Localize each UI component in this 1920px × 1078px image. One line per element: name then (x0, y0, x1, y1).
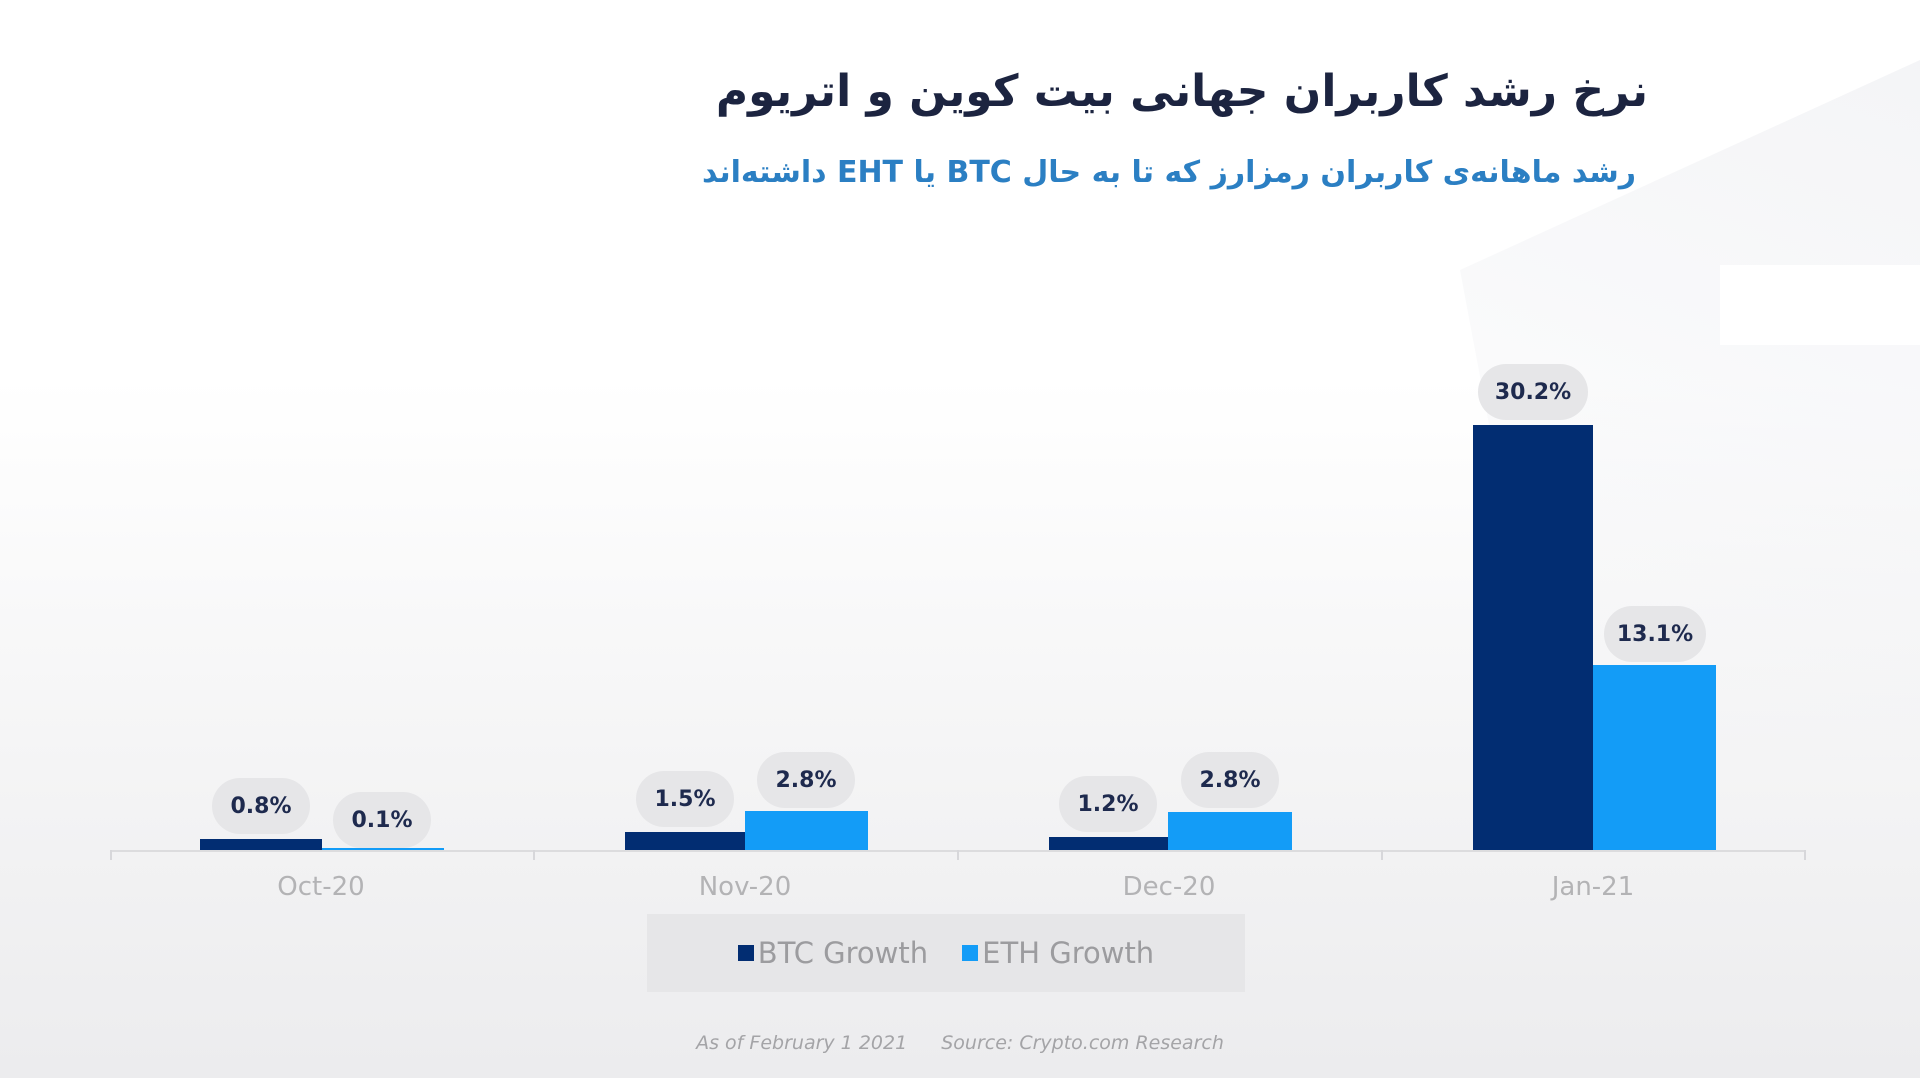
x-axis-tick (110, 850, 112, 860)
btc-swatch-icon (737, 945, 754, 961)
as-of-date: As of February 1 2021 (696, 1032, 908, 1054)
data-label-btc-nov: 1.5% (636, 771, 734, 827)
chart-legend: BTC Growth ETH Growth (647, 914, 1245, 992)
bar-eth-jan (1593, 665, 1716, 850)
data-label-eth-nov: 2.8% (757, 752, 855, 808)
legend-item-eth: ETH Growth (962, 936, 1154, 970)
chart-title: نرخ رشد کاربران جهانی بیت کوین و اتریوم (715, 66, 1648, 117)
x-axis-label-nov: Nov-20 (698, 872, 792, 902)
x-axis-label-jan: Jan-21 (1551, 872, 1635, 902)
source-note: Source: Crypto.com Research (941, 1032, 1224, 1054)
x-axis-label-dec: Dec-20 (1122, 872, 1216, 902)
bar-btc-oct (200, 839, 322, 850)
data-label-btc-dec: 1.2% (1059, 776, 1157, 832)
bar-btc-nov (625, 832, 745, 850)
bar-btc-jan (1473, 425, 1593, 850)
data-label-eth-jan: 13.1% (1604, 606, 1706, 662)
x-axis-tick (533, 850, 535, 860)
eth-swatch-icon (962, 945, 979, 961)
bar-eth-nov (745, 811, 868, 850)
legend-label-eth: ETH Growth (982, 936, 1155, 970)
data-label-btc-oct: 0.8% (212, 778, 310, 834)
data-label-eth-dec: 2.8% (1181, 752, 1279, 808)
bar-eth-oct (322, 848, 444, 850)
bar-eth-dec (1168, 812, 1292, 850)
x-axis-tick (1381, 850, 1383, 860)
chart-subtitle: رشد ماهانه‌ی کاربران رمزارز که تا به حال… (702, 155, 1636, 190)
x-axis-tick (957, 850, 959, 860)
legend-label-btc: BTC Growth (757, 936, 929, 970)
x-axis-tick (1804, 850, 1806, 860)
data-label-eth-oct: 0.1% (333, 792, 431, 848)
x-axis-label-oct: Oct-20 (277, 872, 365, 902)
bar-btc-dec (1049, 837, 1168, 850)
chart-footer: As of February 1 2021 Source: Crypto.com… (0, 1032, 1920, 1054)
data-label-btc-jan: 30.2% (1478, 364, 1588, 420)
legend-item-btc: BTC Growth (737, 936, 929, 970)
